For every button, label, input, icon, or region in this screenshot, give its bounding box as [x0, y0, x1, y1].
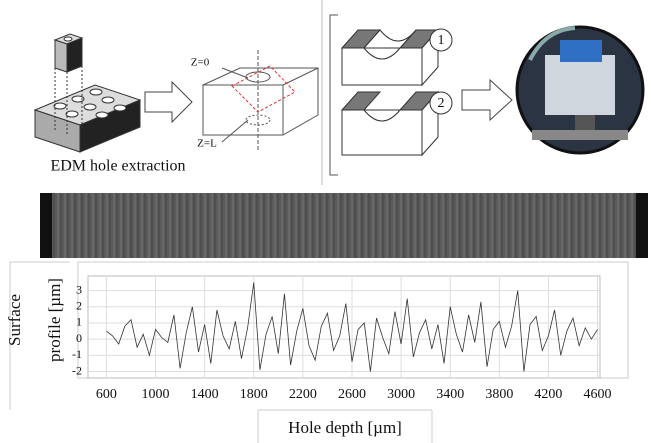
- x-tick-label: 1000: [142, 387, 170, 402]
- microscope-photo: [515, 25, 645, 155]
- profile-line: [106, 282, 598, 372]
- x-tick-label: 4600: [584, 387, 612, 402]
- y-axis-title: Surface: [5, 294, 24, 346]
- x-tick-label: 1400: [191, 387, 219, 402]
- chart-frame: [9, 261, 70, 410]
- x-tick-label: 3000: [387, 387, 415, 402]
- y-tick-label: 3: [76, 282, 82, 296]
- chart-frame: [257, 409, 433, 443]
- y-axis-title: profile [µm]: [45, 278, 64, 362]
- y-tick-label: 2: [76, 299, 82, 313]
- y-tick-label: 0: [76, 331, 82, 345]
- surface-image: [40, 193, 648, 258]
- y-tick-label: 1: [76, 315, 82, 329]
- z-bottom-label: Z=L: [197, 138, 217, 150]
- x-tick-label: 600: [96, 387, 117, 402]
- y-tick-label: -2: [72, 363, 82, 377]
- cut-box: [202, 50, 319, 150]
- z-top-label: Z=0: [191, 57, 210, 69]
- arrow: [144, 80, 193, 124]
- arrow: [461, 78, 513, 122]
- x-tick-label: 1800: [240, 387, 268, 402]
- x-tick-label: 2200: [289, 387, 317, 402]
- half-blocks: [340, 28, 453, 157]
- lego-block: [33, 33, 142, 153]
- plot-area: [87, 275, 601, 379]
- x-tick-label: 3800: [485, 387, 513, 402]
- y-tick-label: -1: [72, 347, 82, 361]
- surface-image-edge: [40, 193, 52, 258]
- x-axis-title: Hole depth [µm]: [288, 418, 402, 437]
- step-number: 1: [438, 33, 445, 48]
- x-tick-label: 4200: [534, 387, 562, 402]
- bracket: [329, 14, 338, 176]
- x-tick-label: 2600: [338, 387, 366, 402]
- step-number: 2: [438, 96, 445, 111]
- surface-image-edge: [636, 193, 648, 258]
- caption: EDM hole extraction: [50, 158, 185, 175]
- x-tick-label: 3400: [436, 387, 464, 402]
